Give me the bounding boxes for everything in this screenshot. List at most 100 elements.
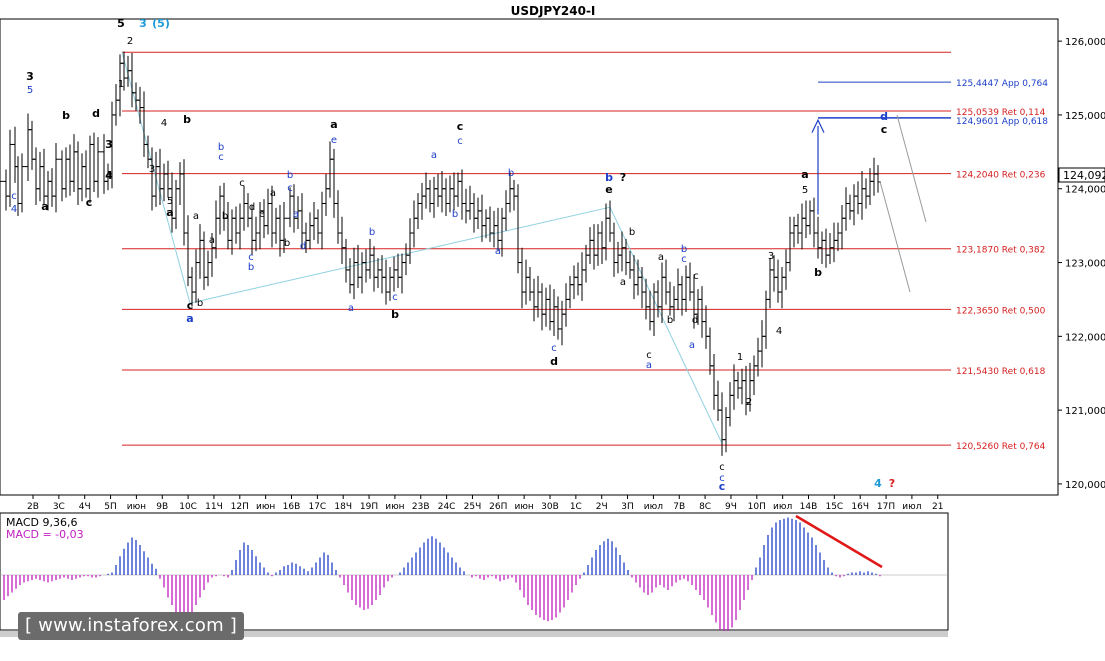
price-bar <box>579 252 585 301</box>
wave-label: c <box>248 252 254 263</box>
price-bar <box>79 153 85 202</box>
price-bar <box>703 305 709 349</box>
wave-label: a <box>348 303 354 314</box>
wave-label: d <box>92 107 100 120</box>
price-bar <box>213 200 219 259</box>
price-bar <box>419 182 425 220</box>
price-bar <box>851 184 857 226</box>
price-bar <box>559 300 565 346</box>
wave-label: a <box>801 168 808 181</box>
wave-label: a <box>193 211 199 222</box>
price-bar <box>539 283 545 331</box>
price-bar <box>531 278 537 322</box>
macd-bottom-strip <box>0 631 948 637</box>
price-bar <box>739 368 745 405</box>
wave-label: a <box>689 340 695 351</box>
price-bar <box>463 188 469 224</box>
price-bar <box>281 202 287 253</box>
price-bar <box>563 283 569 327</box>
wave-label: b <box>667 315 673 326</box>
wave-label: d <box>249 202 255 213</box>
wave-label: a <box>646 360 652 371</box>
price-bar <box>29 120 35 170</box>
price-bar <box>315 209 321 244</box>
time-tick-label: 9Ч <box>725 502 737 512</box>
price-bar <box>731 364 737 410</box>
triangle-line <box>609 206 723 444</box>
price-bar <box>587 227 593 265</box>
time-tick-label: 7В <box>673 502 685 512</box>
triangle-line <box>189 206 611 304</box>
price-bar <box>75 141 81 205</box>
wave-label: c <box>646 350 652 361</box>
wave-label: b <box>391 308 399 321</box>
wave-label: b <box>681 244 687 255</box>
price-bar <box>543 287 549 327</box>
price-bar <box>399 253 405 294</box>
price-bar <box>49 168 55 207</box>
price-bar <box>91 132 97 193</box>
price-bar <box>87 135 93 204</box>
price-bar <box>603 203 609 261</box>
wave-label: b <box>218 142 224 153</box>
wave-label: c <box>187 299 194 312</box>
price-bar <box>799 203 805 250</box>
wave-label: 5 <box>802 185 808 196</box>
time-tick-label: 25Ч <box>464 502 482 512</box>
price-bar <box>427 179 433 213</box>
price-bar <box>663 259 669 305</box>
wave-label: 1 <box>118 79 124 90</box>
price-bar <box>527 266 533 301</box>
wave-label: 1 <box>737 352 743 363</box>
time-tick-label: 1С <box>570 502 582 512</box>
projection-lines: 125,4447 App 0,764 124,9601 App 0,618 <box>818 79 1048 127</box>
level-label: 124,2040 Ret 0,236 <box>956 171 1046 181</box>
price-bar <box>511 179 517 211</box>
wave-label: c <box>693 271 699 282</box>
down-projection <box>896 114 927 223</box>
price-bar <box>775 259 781 303</box>
price-bars <box>0 51 881 456</box>
price-bar <box>519 247 525 309</box>
time-tick-label: 4Ч <box>79 502 91 512</box>
wave-label: 5 <box>117 17 125 30</box>
time-tick-label: 17С <box>308 502 326 512</box>
wave-label: b <box>197 298 203 309</box>
price-bar <box>483 209 489 239</box>
price-bar <box>491 210 497 248</box>
price-bar <box>319 191 325 250</box>
wave-label: d <box>550 355 558 368</box>
time-tick-label: 8С <box>699 502 711 512</box>
price-bar <box>59 150 65 202</box>
price-bar <box>307 212 313 250</box>
wave-label: b <box>369 227 375 238</box>
wave-label: (5) <box>152 17 170 30</box>
price-bar <box>687 262 693 301</box>
wave-label: b <box>248 262 254 273</box>
price-bar <box>487 206 493 242</box>
wave-label: a <box>431 150 437 161</box>
wave-label: 2 <box>127 36 133 47</box>
price-bar <box>787 216 793 272</box>
time-tick-label: 30В <box>541 502 559 512</box>
wave-label: c <box>719 462 725 473</box>
price-tick-label: 120,000 <box>1065 480 1105 491</box>
time-tick-label: 18Ч <box>334 502 352 512</box>
price-bar <box>331 148 337 218</box>
wave-label: a <box>620 277 626 288</box>
price-bar <box>859 171 865 220</box>
level-label: 120,5260 Ret 0,764 <box>956 442 1046 452</box>
wave-label: c <box>218 152 224 163</box>
price-bar <box>571 265 577 300</box>
wave-label: b <box>814 266 822 279</box>
price-bar <box>611 222 617 277</box>
price-tick-label: 122,000 <box>1065 332 1105 343</box>
wave-label: 3 <box>105 138 113 151</box>
price-bar <box>447 175 453 213</box>
price-bar <box>583 244 589 283</box>
price-bar <box>375 258 381 288</box>
price-bar <box>411 200 417 248</box>
price-bar <box>815 216 821 259</box>
price-bar <box>795 213 801 244</box>
wave-label: 3 <box>149 164 155 175</box>
